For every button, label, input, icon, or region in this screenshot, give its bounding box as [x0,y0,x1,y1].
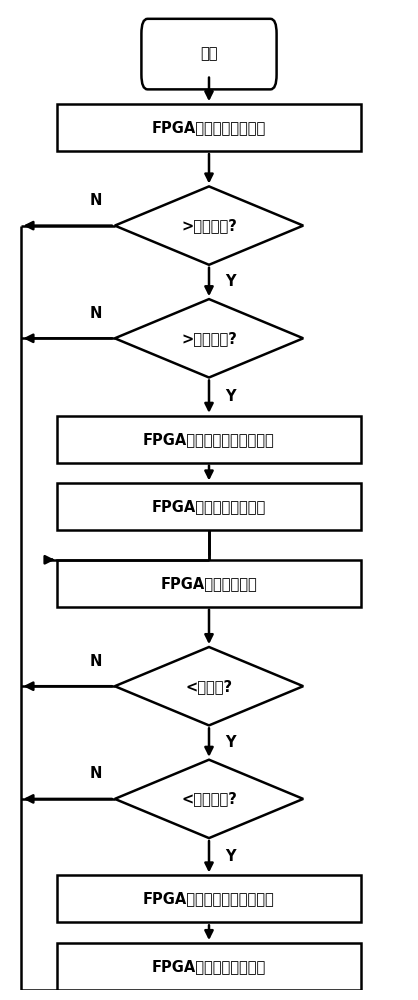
Text: FPGA启动数据放大恢复: FPGA启动数据放大恢复 [152,499,266,514]
Text: Y: Y [225,735,236,750]
Text: FPGA检测输入信号强度: FPGA检测输入信号强度 [152,120,266,135]
Text: Y: Y [225,274,236,289]
Bar [57,560,361,607]
Text: FPGA输出程控信号启动衰减: FPGA输出程控信号启动衰减 [143,432,275,447]
Text: FPGA输出程控信号取消衰减: FPGA输出程控信号取消衰减 [143,891,275,906]
Text: FPGA恢复正常数据处理: FPGA恢复正常数据处理 [152,959,266,974]
Text: N: N [90,306,102,321]
Polygon shape [115,299,303,377]
Text: 开始: 开始 [200,47,218,62]
Text: Y: Y [225,389,236,404]
Text: <设定值?: <设定值? [186,679,232,694]
FancyBboxPatch shape [141,19,277,89]
Text: N: N [90,654,102,669]
Text: >设定阈值?: >设定阈值? [181,218,237,233]
Bar [57,416,361,463]
Polygon shape [115,760,303,838]
Polygon shape [115,647,303,725]
Bar [57,104,361,151]
Text: >设定时长?: >设定时长? [181,331,237,346]
Text: N: N [90,193,102,208]
Bar [57,943,361,990]
Bar [57,483,361,530]
Text: Y: Y [225,849,236,864]
Text: <设定时长?: <设定时长? [181,791,237,806]
Bar [57,875,361,922]
Text: FPGA检测信号强度: FPGA检测信号强度 [161,576,257,591]
Polygon shape [115,186,303,265]
Text: N: N [90,766,102,781]
